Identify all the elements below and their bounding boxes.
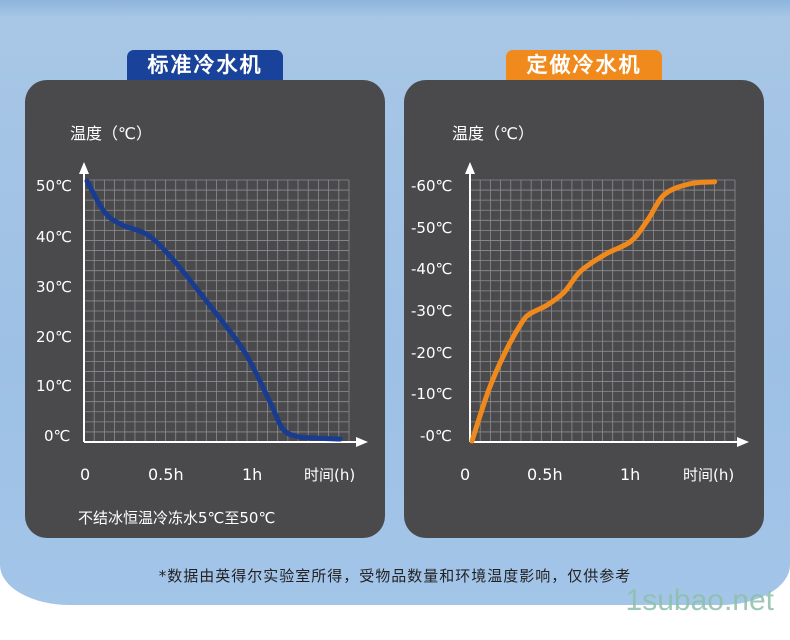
left-y-tick: 40℃	[36, 228, 72, 246]
right-grid	[469, 179, 736, 443]
left-y-tick: 30℃	[36, 278, 72, 296]
left-x-tick: 0	[80, 465, 90, 484]
right-x-axis-label: 时间(h)	[683, 466, 734, 484]
right-y-tick: -40℃	[411, 260, 452, 278]
left-x-axis-label: 时间(h)	[304, 466, 355, 484]
right-axes	[465, 162, 749, 447]
watermark: 1subao.net	[625, 584, 774, 617]
right-y-tick: -0℃	[420, 427, 452, 445]
footnote: *数据由英得尔实验室所得，受物品数量和环境温度影响，仅供参考	[158, 567, 632, 585]
right-y-axis-arrow	[465, 162, 475, 174]
right-y-tick: -60℃	[411, 177, 452, 195]
right-y-tick: -50℃	[411, 219, 452, 237]
right-y-tick: -20℃	[411, 344, 452, 362]
right-y-ticks: -60℃ -50℃ -40℃ -30℃ -20℃ -10℃ -0℃	[411, 177, 452, 445]
right-series-line	[469, 179, 718, 444]
right-x-tick: 1h	[620, 465, 640, 484]
right-x-axis-arrow	[737, 437, 749, 447]
standard-chiller-title: 标准冷水机	[127, 50, 283, 80]
left-y-tick: 10℃	[36, 377, 72, 395]
right-x-ticks: 0 0.5h 1h 时间(h)	[460, 465, 734, 484]
left-chart-caption: 不结冰恒温冷冻水5℃至50℃	[78, 509, 276, 527]
left-x-tick: 1h	[242, 465, 262, 484]
right-x-tick: 0	[460, 465, 470, 484]
left-y-axis-label: 温度（℃）	[70, 124, 152, 143]
right-x-tick: 0.5h	[527, 465, 563, 484]
right-y-tick: -30℃	[411, 302, 452, 320]
left-y-tick: 50℃	[36, 177, 72, 195]
left-chart: 温度（℃） 50℃ 40℃ 30℃ 20℃ 10℃ 0℃ 0 0.5h 1h 时…	[36, 124, 368, 484]
top-shade	[0, 0, 790, 18]
left-x-axis-arrow	[356, 437, 368, 447]
custom-chiller-title: 定做冷水机	[506, 50, 662, 80]
left-x-ticks: 0 0.5h 1h 时间(h)	[80, 465, 355, 484]
left-axes	[79, 162, 368, 447]
left-y-ticks: 50℃ 40℃ 30℃ 20℃ 10℃ 0℃	[36, 177, 72, 445]
right-y-axis-label: 温度（℃）	[452, 124, 534, 143]
left-x-tick: 0.5h	[148, 465, 184, 484]
right-chart: 温度（℃） -60℃ -50℃ -40℃ -30℃ -20℃ -10℃ -0℃ …	[411, 124, 749, 484]
left-y-tick: 0℃	[44, 427, 70, 445]
right-y-tick: -10℃	[411, 385, 452, 403]
left-y-axis-arrow	[79, 162, 89, 174]
left-y-tick: 20℃	[36, 328, 72, 346]
left-series-line	[84, 178, 343, 442]
